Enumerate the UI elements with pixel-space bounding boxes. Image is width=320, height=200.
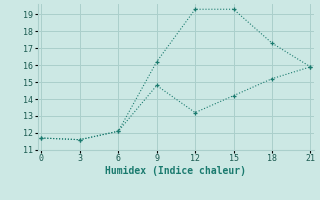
X-axis label: Humidex (Indice chaleur): Humidex (Indice chaleur) <box>105 166 246 176</box>
